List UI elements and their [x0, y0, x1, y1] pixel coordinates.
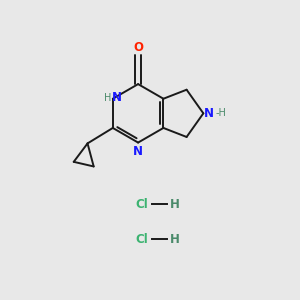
Text: N: N: [133, 145, 143, 158]
Text: N: N: [112, 91, 122, 104]
Text: Cl: Cl: [135, 233, 148, 246]
Text: H: H: [170, 233, 180, 246]
Text: O: O: [133, 41, 143, 54]
Text: Cl: Cl: [135, 198, 148, 211]
Text: H: H: [170, 198, 180, 211]
Text: -H: -H: [215, 108, 226, 118]
Text: N: N: [204, 107, 214, 120]
Text: H: H: [104, 93, 112, 103]
